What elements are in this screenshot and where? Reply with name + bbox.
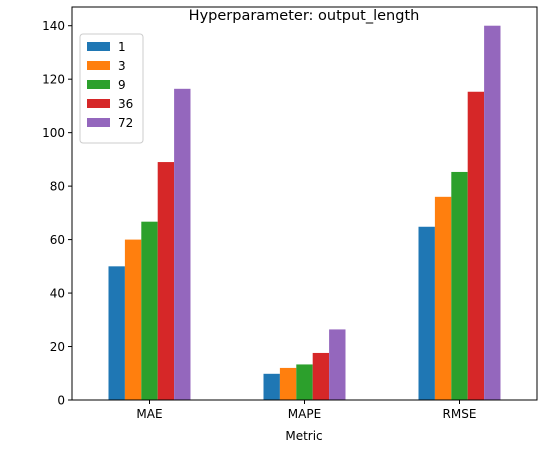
y-axis: 0 20 40 60 80 100 120 140 xyxy=(42,19,72,407)
x-tick-label-mape: MAPE xyxy=(288,407,321,421)
bar-mape-series-1 xyxy=(263,373,280,400)
bar-rmse-series-72 xyxy=(484,25,501,401)
bar-mape-series-72 xyxy=(329,329,346,400)
bar-rmse-series-36 xyxy=(467,91,485,400)
legend-label-72: 72 xyxy=(118,116,133,130)
legend-label-36: 36 xyxy=(118,97,133,111)
y-tick-label: 100 xyxy=(42,126,65,140)
x-axis-label: Metric xyxy=(285,429,322,443)
legend-label-9: 9 xyxy=(118,78,126,92)
x-tick-label-mae: MAE xyxy=(136,407,162,421)
bar-mape-series-9 xyxy=(296,364,313,400)
y-tick-label: 120 xyxy=(42,72,65,86)
legend-swatch-9 xyxy=(87,80,110,89)
bars-group xyxy=(108,25,501,401)
y-tick-label: 40 xyxy=(50,286,65,300)
bar-rmse-series-1 xyxy=(418,226,435,400)
bar-mae-series-72 xyxy=(174,88,191,400)
x-tick-label-rmse: RMSE xyxy=(443,407,477,421)
bar-mape-series-36 xyxy=(312,352,330,400)
y-tick-label: 80 xyxy=(50,179,65,193)
bar-mae-series-1 xyxy=(108,266,125,400)
legend-label-1: 1 xyxy=(118,40,126,54)
legend-swatch-36 xyxy=(87,99,110,108)
bar-mape-series-3 xyxy=(279,367,297,400)
legend-swatch-3 xyxy=(87,61,110,70)
chart-title: Hyperparameter: output_length xyxy=(189,8,420,24)
y-tick-label: 0 xyxy=(57,393,65,407)
plot-frame xyxy=(71,6,538,401)
y-tick-label: 20 xyxy=(50,340,65,354)
legend-swatch-1 xyxy=(87,42,110,51)
bar-mae-series-36 xyxy=(157,162,175,400)
bar-rmse-series-9 xyxy=(451,171,468,400)
legend-swatch-72 xyxy=(87,118,110,127)
legend-label-3: 3 xyxy=(118,59,126,73)
bar-rmse-series-3 xyxy=(434,196,452,400)
bar-mae-series-3 xyxy=(124,239,142,400)
y-tick-label: 140 xyxy=(42,19,65,33)
y-tick-label: 60 xyxy=(50,233,65,247)
bar-mae-series-9 xyxy=(141,221,158,400)
x-axis: MAE MAPE RMSE xyxy=(136,400,476,421)
legend: 1 3 9 36 72 xyxy=(79,33,144,144)
